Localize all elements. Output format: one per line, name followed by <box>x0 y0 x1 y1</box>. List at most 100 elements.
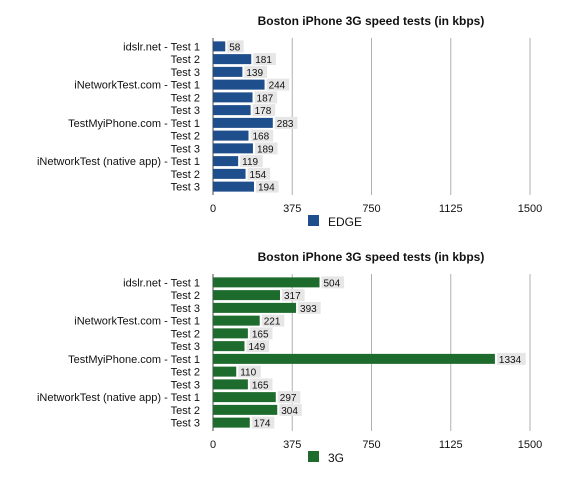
chart2-data-label: 297 <box>280 393 297 404</box>
edge-chart-svg: Boston iPhone 3G speed tests (in kbps) 0 3… <box>37 14 542 229</box>
chart2-legend-label: 3G <box>328 451 344 465</box>
chart1-data-label: 119 <box>242 157 258 168</box>
chart2-bar <box>213 417 250 428</box>
chart1-data-label-bg <box>266 78 290 91</box>
chart2-category-label: Test 3 <box>171 341 200 353</box>
chart2-category-label: Test 2 <box>171 405 200 417</box>
chart1-data-label: 187 <box>257 93 274 104</box>
chart2-data-label-bg <box>321 276 345 289</box>
chart1-category-label: Test 3 <box>171 182 200 194</box>
chart1-data-label: 154 <box>250 170 267 181</box>
chart2-category-label: Test 2 <box>171 290 200 302</box>
chart1-data-label: 139 <box>246 68 263 79</box>
chart2-data-label-bg <box>298 301 321 314</box>
chart2-data-label-bg <box>277 391 301 404</box>
chart2-data-label-bg <box>261 314 285 327</box>
chart1-tick-label: 375 <box>283 203 301 215</box>
chart1-bar <box>213 66 243 77</box>
threeg-chart-svg: Boston iPhone 3G speed tests (in kbps) 0 3… <box>37 250 542 465</box>
chart1-bar <box>213 130 249 141</box>
chart1-data-label: 189 <box>257 144 274 155</box>
chart2-data-label: 221 <box>264 317 281 328</box>
chart2-tick-label: 750 <box>362 439 380 451</box>
chart1-bar <box>213 92 253 103</box>
chart1-data-label: 194 <box>258 183 275 194</box>
chart2-data-label-bg <box>249 327 273 340</box>
chart2-data-label: 110 <box>240 368 256 379</box>
chart2-bar <box>213 277 320 288</box>
chart1-bar <box>213 117 273 128</box>
chart2-legend-swatch <box>308 451 319 462</box>
chart1-data-label-bg <box>254 91 278 104</box>
chart1-data-label: 58 <box>229 42 241 53</box>
chart1-category-label: iNetworkTest (native app) - Test 1 <box>37 156 200 168</box>
chart2-category-label: iNetworkTest.com - Test 1 <box>74 316 200 328</box>
chart2-category-label: TestMyiPhone.com - Test 1 <box>68 354 200 366</box>
chart2-category-label: Test 2 <box>171 367 200 379</box>
chart1-category-label: Test 2 <box>171 131 200 143</box>
chart2-title: Boston iPhone 3G speed tests (in kbps) <box>258 250 485 264</box>
chart2-data-label: 304 <box>281 406 298 417</box>
chart2-data-label-bg <box>238 365 261 378</box>
chart1-data-label: 283 <box>277 119 294 130</box>
chart1-legend-swatch <box>308 215 319 226</box>
chart1-category-label: Test 3 <box>171 105 200 117</box>
chart2-data-label: 317 <box>284 291 301 302</box>
chart1-bar <box>213 79 265 90</box>
chart2-bar <box>213 392 276 403</box>
chart1-data-label-bg <box>244 65 267 78</box>
threeg-chart: Boston iPhone 3G speed tests (in kbps) 0 3… <box>0 236 584 472</box>
edge-chart: Boston iPhone 3G speed tests (in kbps) 0 3… <box>0 0 584 236</box>
chart1-data-label: 181 <box>255 55 272 66</box>
chart1-bar <box>213 41 226 52</box>
chart2-tick-label: 375 <box>283 439 301 451</box>
chart2-tick-label: 0 <box>210 439 216 451</box>
chart1-category-label: Test 2 <box>171 92 200 104</box>
chart2-bar <box>213 290 280 301</box>
chart1-bar <box>213 181 254 192</box>
chart1-category-label: idslr.net - Test 1 <box>123 41 200 53</box>
chart1-data-label: 178 <box>255 106 272 117</box>
chart1-category-label: TestMyiPhone.com - Test 1 <box>68 118 200 130</box>
chart1-data-label-bg <box>227 40 244 53</box>
chart2-bar <box>213 379 248 390</box>
chart2-bar <box>213 315 260 326</box>
chart2-bar <box>213 328 248 339</box>
chart1-data-label-bg <box>255 180 279 193</box>
chart2-data-label-bg <box>249 378 273 391</box>
chart2-category-label: Test 3 <box>171 418 200 430</box>
chart1-data-label-bg <box>252 104 276 117</box>
chart2-bar <box>213 366 237 377</box>
chart1-data-label-bg <box>250 129 274 142</box>
chart1-tick-label: 0 <box>210 203 216 215</box>
chart1-bar <box>213 105 251 116</box>
chart1-data-label-bg <box>247 167 271 180</box>
chart2-category-label: Test 3 <box>171 379 200 391</box>
chart2-data-label: 165 <box>252 329 269 340</box>
chart2-data-label: 504 <box>324 278 341 289</box>
chart2-data-label: 393 <box>300 304 317 315</box>
chart1-category-label: iNetworkTest.com - Test 1 <box>74 80 200 92</box>
chart2-data-label-bg <box>496 352 526 365</box>
chart2-data-label: 1334 <box>499 355 522 366</box>
chart2-category-label: idslr.net - Test 1 <box>123 277 200 289</box>
chart1-tick-label: 1125 <box>439 203 463 215</box>
chart1-category-label: Test 2 <box>171 169 200 181</box>
chart1-bar <box>213 54 252 65</box>
chart2-data-label-bg <box>279 403 302 416</box>
chart2-category-label: iNetworkTest (native app) - Test 1 <box>37 392 200 404</box>
chart1-tick-label: 750 <box>362 203 380 215</box>
chart1-category-label: Test 3 <box>171 67 200 79</box>
chart2-bar <box>213 353 495 364</box>
chart1-data-label-bg <box>274 116 298 129</box>
chart2-data-label-bg <box>281 289 305 302</box>
chart2-data-label: 174 <box>254 419 271 430</box>
chart1-bar <box>213 143 253 154</box>
chart2-data-label-bg <box>246 340 270 353</box>
chart2-tick-label: 1125 <box>439 439 463 451</box>
chart1-data-label: 244 <box>269 81 286 92</box>
chart1-tick-label: 1500 <box>518 203 542 215</box>
chart2-bar <box>213 404 278 415</box>
chart1-data-label-bg <box>253 53 276 66</box>
chart1-data-label-bg <box>240 155 263 168</box>
